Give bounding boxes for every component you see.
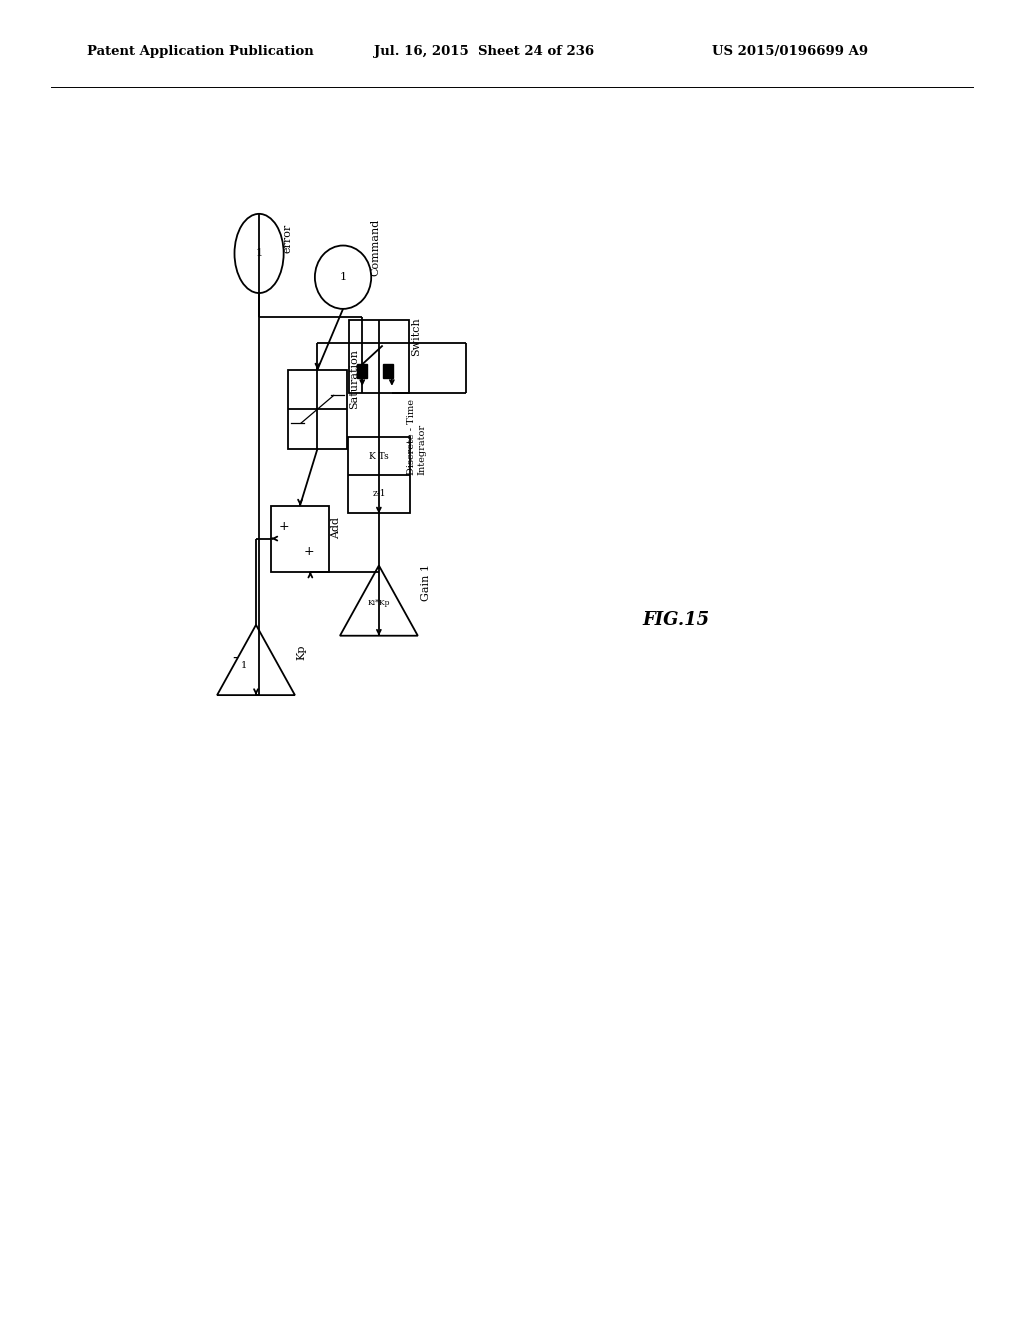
Text: K Ts: K Ts xyxy=(369,453,389,461)
Text: -: - xyxy=(231,649,238,665)
Bar xyxy=(383,364,393,378)
Text: error: error xyxy=(283,224,293,253)
Text: Switch: Switch xyxy=(411,318,421,356)
Text: 1: 1 xyxy=(256,248,262,259)
Bar xyxy=(288,370,347,449)
Bar xyxy=(348,437,410,513)
Text: +: + xyxy=(279,520,290,533)
Text: Ki*Kp: Ki*Kp xyxy=(368,599,390,607)
Text: FIG.15: FIG.15 xyxy=(642,611,710,630)
Text: Command: Command xyxy=(371,219,381,276)
Text: z-1: z-1 xyxy=(372,490,386,498)
Text: Saturation: Saturation xyxy=(349,350,359,409)
Text: Kp: Kp xyxy=(296,644,306,660)
Text: Discrete - Time
Integrator: Discrete - Time Integrator xyxy=(408,399,426,475)
Bar xyxy=(357,364,368,378)
Text: Patent Application Publication: Patent Application Publication xyxy=(87,45,313,58)
Text: US 2015/0196699 A9: US 2015/0196699 A9 xyxy=(712,45,867,58)
Text: 1: 1 xyxy=(340,272,346,282)
Bar xyxy=(271,506,329,572)
Text: +: + xyxy=(303,545,314,558)
Bar xyxy=(349,319,409,393)
Text: Gain 1: Gain 1 xyxy=(421,564,431,601)
Text: Add: Add xyxy=(331,516,341,539)
Text: Jul. 16, 2015  Sheet 24 of 236: Jul. 16, 2015 Sheet 24 of 236 xyxy=(374,45,594,58)
Text: 1: 1 xyxy=(242,660,248,669)
